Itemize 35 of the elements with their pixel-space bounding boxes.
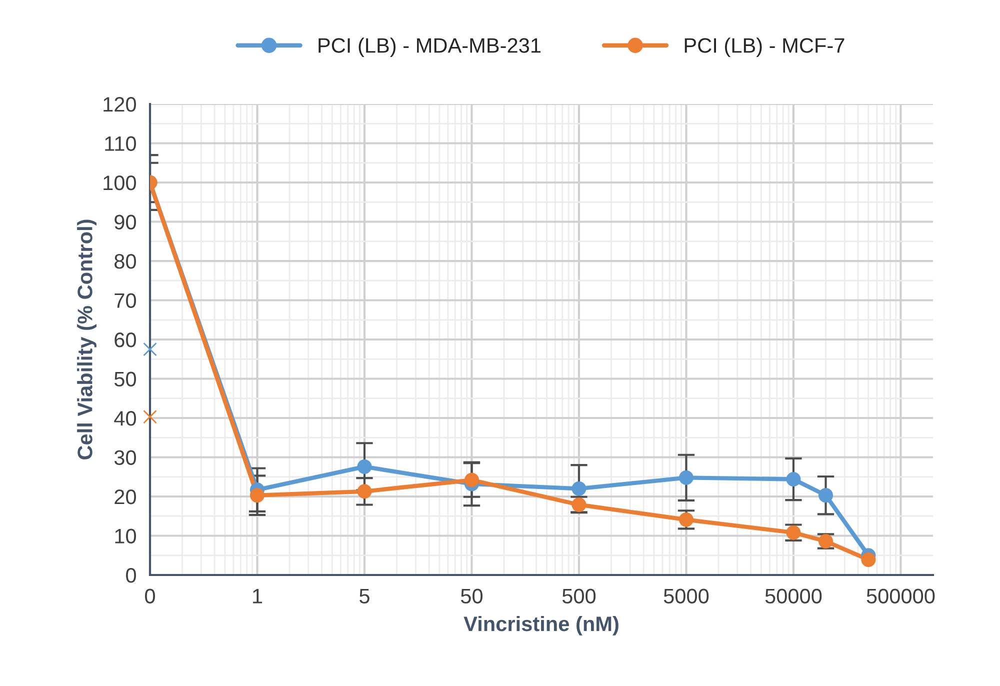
point — [786, 472, 801, 487]
point — [572, 481, 586, 496]
x-tick-label: 500000 — [866, 588, 935, 604]
point — [143, 342, 157, 356]
x-tick-label: 50 — [460, 588, 483, 604]
point — [250, 488, 265, 503]
y-tick-label: 30 — [114, 450, 136, 466]
x-tick-label: 0 — [145, 588, 155, 604]
y-tick-label: 50 — [114, 372, 136, 387]
y-tick-label: 60 — [114, 332, 136, 348]
point — [143, 410, 157, 424]
x-tick-label: 50000 — [765, 588, 822, 604]
y-tick-label: 0 — [126, 568, 136, 583]
point — [678, 470, 694, 485]
legend-label: PCI (LB) - MCF-7 — [684, 38, 844, 57]
y-axis-title: Cell Viability (% Control) — [77, 220, 96, 460]
y-tick-label: 70 — [114, 293, 136, 308]
y-tick-label: 90 — [114, 214, 136, 230]
legend-label: PCI (LB) - MDA-MB-231 — [318, 38, 541, 57]
y-tick-label: 110 — [105, 136, 136, 152]
y-tick-label: 80 — [114, 254, 136, 269]
x-tick-label: 5000 — [664, 588, 709, 604]
x-tick-label: 1 — [253, 588, 262, 604]
point — [357, 484, 372, 499]
y-tick-label: 20 — [114, 490, 136, 504]
y-tick-label: 100 — [104, 176, 136, 190]
y-tick-label: 10 — [115, 528, 136, 544]
x-axis-title: Vincristine (nM) — [464, 616, 618, 636]
point — [464, 472, 480, 488]
x-tick-label: 500 — [562, 588, 596, 604]
y-tick-label: 40 — [114, 411, 136, 426]
y-tick-label: 120 — [104, 97, 136, 112]
point — [357, 459, 372, 474]
point — [678, 512, 694, 527]
x-tick-label: 5 — [360, 588, 370, 604]
